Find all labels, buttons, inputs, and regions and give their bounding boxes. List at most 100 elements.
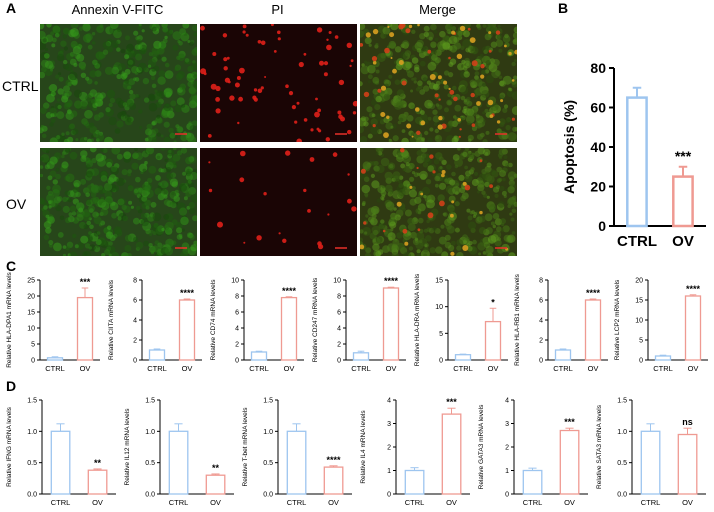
cell-mark <box>477 25 482 30</box>
cell-mark <box>490 41 498 48</box>
cell-mark <box>142 168 147 173</box>
cell-mark <box>70 24 79 29</box>
cell-mark <box>90 98 97 105</box>
cell-mark <box>307 209 311 213</box>
y-tick-label: 8 <box>133 277 137 284</box>
y-axis-label: Relative SATA3 mRNA levels <box>596 404 603 489</box>
cell-mark <box>151 26 157 32</box>
cell-mark <box>481 90 490 98</box>
cell-mark <box>264 76 267 78</box>
cell-mark <box>423 253 428 256</box>
cell-mark <box>48 200 52 204</box>
cell-mark <box>40 124 45 129</box>
cell-mark <box>50 31 55 36</box>
significance-label: * <box>491 297 495 307</box>
cell-mark <box>92 211 99 218</box>
cell-mark <box>95 133 105 142</box>
cell-mark <box>451 137 459 142</box>
cell-mark <box>135 93 139 98</box>
cell-mark <box>152 231 157 236</box>
cell-mark <box>55 173 61 180</box>
cell-mark <box>65 245 70 251</box>
y-axis-label: Relative HLA-DPA1 mRNA levels <box>6 271 13 367</box>
cell-mark <box>363 221 367 225</box>
cell-mark <box>352 111 357 115</box>
cell-mark <box>44 47 49 52</box>
cell-mark <box>236 76 241 80</box>
cell-mark <box>400 148 405 153</box>
cell-mark <box>48 240 54 245</box>
y-tick-label: 1.5 <box>27 397 37 404</box>
cell-mark <box>176 55 181 60</box>
cell-mark <box>166 172 174 180</box>
cell-mark <box>188 121 192 125</box>
cell-mark <box>468 221 477 230</box>
cell-mark <box>481 168 487 175</box>
cell-mark <box>416 166 419 170</box>
cell-mark <box>471 60 478 67</box>
cell-mark <box>84 109 93 119</box>
cell-mark <box>449 58 457 65</box>
cell-mark <box>365 252 371 256</box>
y-tick-label: 0.0 <box>263 491 273 498</box>
cell-mark <box>402 61 412 71</box>
x-tick-label: OV <box>446 498 457 507</box>
cell-mark <box>182 171 187 176</box>
cell-mark <box>174 67 179 72</box>
cell-mark <box>129 93 136 100</box>
cell-mark <box>414 66 420 73</box>
cell-mark <box>116 73 122 80</box>
cell-mark <box>71 211 77 216</box>
cell-mark <box>399 117 404 122</box>
cell-mark <box>370 118 378 126</box>
cell-mark <box>74 100 83 109</box>
panel-label-a: A <box>6 0 17 16</box>
cell-mark <box>57 72 62 76</box>
cell-mark <box>397 242 405 251</box>
cell-mark <box>493 186 500 193</box>
cell-mark <box>360 43 364 47</box>
cell-mark <box>476 101 481 106</box>
chart-hla-dra: 0 5 10 15 Relative HLA-DRA mRNA levels CTRL OV… <box>414 273 508 373</box>
cell-mark <box>46 193 55 203</box>
cell-mark <box>469 210 474 215</box>
cell-mark <box>396 201 402 207</box>
cell-mark <box>508 51 512 56</box>
cell-mark <box>416 252 421 256</box>
cell-mark <box>504 33 509 39</box>
cell-mark <box>126 58 136 67</box>
cell-mark <box>479 159 483 163</box>
significance-label: **** <box>282 286 297 296</box>
chart-sata3: 0.0 0.5 1.0 1.5 Relative SATA3 mRNA levels CT… <box>596 397 706 507</box>
cell-mark <box>352 100 357 107</box>
cell-mark <box>66 109 72 115</box>
y-tick-label: 10 <box>333 277 341 284</box>
cell-mark <box>41 66 47 73</box>
y-tick-label: 4 <box>337 325 341 332</box>
cell-mark <box>418 217 424 224</box>
cell-mark <box>460 95 466 101</box>
cell-mark <box>454 227 460 233</box>
cell-mark <box>260 40 266 46</box>
cell-mark <box>367 64 376 74</box>
cell-mark <box>188 100 197 109</box>
cell-mark <box>451 30 456 35</box>
y-axis-label: Relative LCP2 mRNA levels <box>614 279 621 360</box>
cell-mark <box>200 25 205 31</box>
cell-mark <box>72 233 77 239</box>
cell-mark <box>453 42 461 50</box>
cell-mark <box>383 132 389 138</box>
cell-mark <box>132 152 139 159</box>
cell-mark <box>172 31 182 41</box>
cell-mark <box>122 72 128 79</box>
cell-mark <box>137 25 142 30</box>
chart-apoptosis: 0 20 40 60 80 Apoptosis (%) CTRL OV *** <box>561 60 706 250</box>
cell-mark <box>164 224 170 231</box>
bar <box>684 295 702 361</box>
cell-mark <box>435 246 443 254</box>
bar <box>554 349 572 361</box>
cell-mark <box>85 94 93 102</box>
cell-mark <box>451 200 455 204</box>
cell-mark <box>376 198 382 203</box>
cell-mark <box>68 215 75 223</box>
